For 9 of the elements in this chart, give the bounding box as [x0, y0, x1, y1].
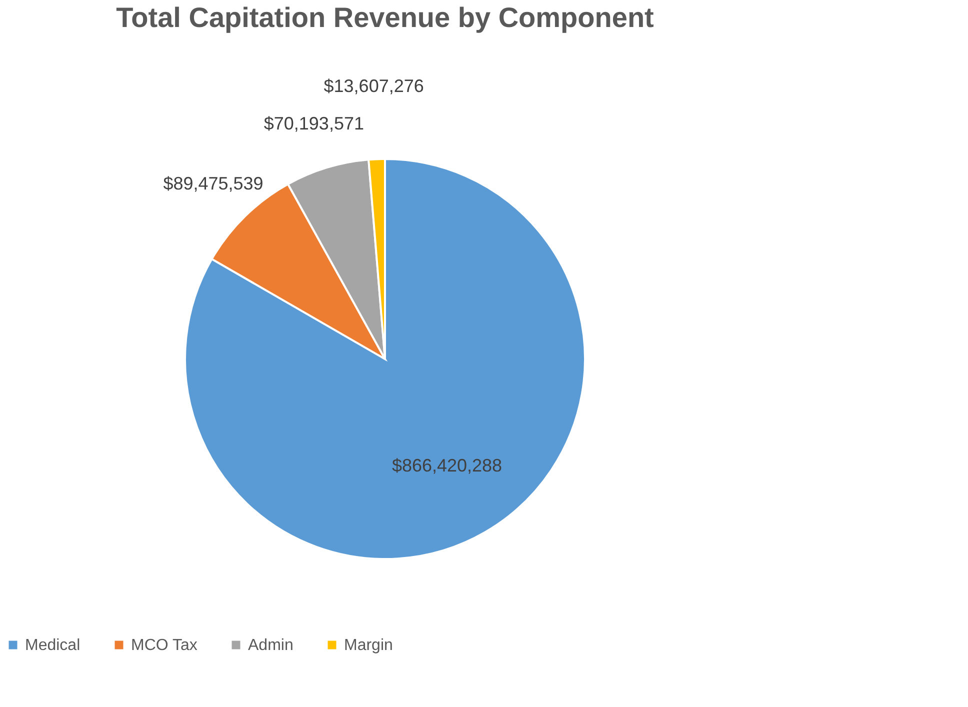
chart-title: Total Capitation Revenue by Component	[116, 2, 654, 34]
data-label: $13,607,276	[324, 76, 424, 96]
legend-label: Admin	[248, 637, 294, 654]
data-label: $70,193,571	[264, 114, 364, 134]
data-label: $89,475,539	[163, 173, 264, 194]
data-label: $866,420,288	[392, 455, 502, 476]
legend-label: MCO Tax	[131, 637, 198, 654]
legend-label: Margin	[344, 637, 393, 654]
legend-label: Medical	[25, 637, 80, 654]
